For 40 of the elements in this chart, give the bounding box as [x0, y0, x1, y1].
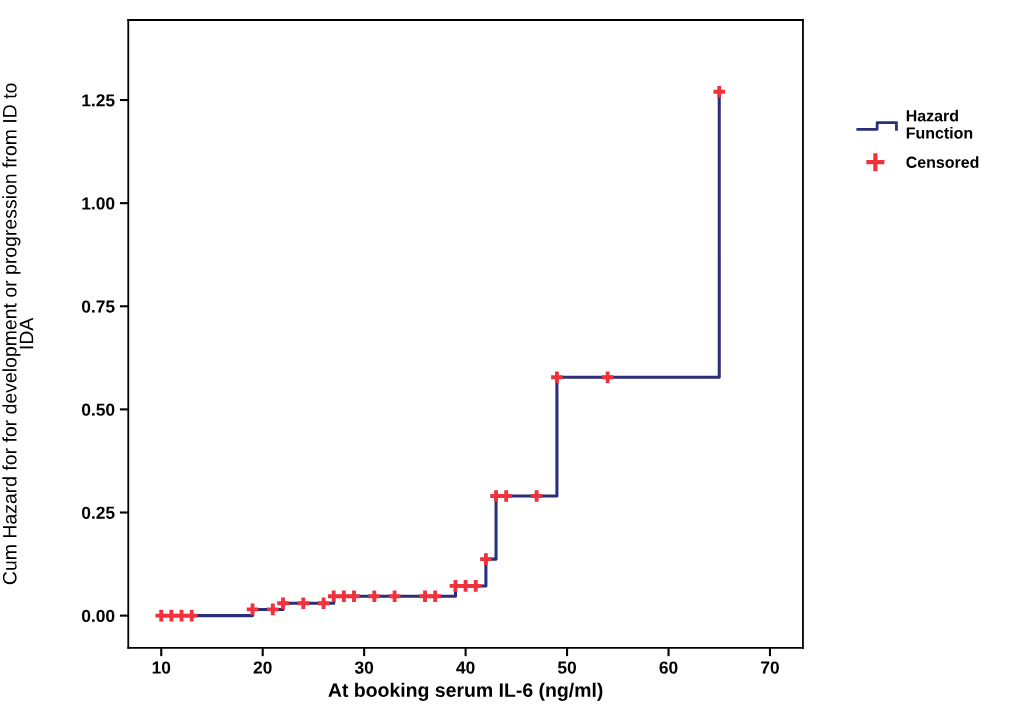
y-tick-label: 0.75 — [81, 300, 115, 313]
point — [500, 490, 512, 502]
point — [267, 603, 279, 616]
y-axis-title: Cum Hazard for for development or progression from ID to IDA — [2, 83, 34, 585]
point — [480, 553, 492, 565]
legend-label: Hazard Function — [906, 109, 973, 139]
point — [551, 371, 563, 384]
point — [165, 609, 178, 622]
point — [601, 371, 614, 384]
point — [185, 609, 198, 622]
y-tick-label: 1.25 — [82, 94, 115, 107]
y-tick-label: 1.00 — [82, 197, 115, 210]
x-tick-label: 70 — [761, 661, 779, 674]
point — [429, 590, 441, 603]
point — [317, 597, 330, 610]
point — [459, 580, 472, 592]
point — [490, 490, 502, 502]
point — [155, 609, 168, 622]
point — [368, 590, 381, 603]
x-tick-label: 50 — [557, 661, 577, 674]
x-tick-label: 10 — [152, 661, 171, 674]
x-tick-label: 20 — [253, 661, 272, 674]
y-tick-label: 0.25 — [81, 506, 115, 519]
x-tick-label: 60 — [659, 661, 678, 674]
point — [338, 590, 350, 603]
x-tick-label: 40 — [456, 661, 475, 674]
point — [713, 85, 726, 98]
point — [469, 580, 482, 592]
point — [348, 590, 360, 603]
point — [530, 490, 543, 502]
x-axis-title: At booking serum IL-6 (ng/ml) — [328, 682, 603, 701]
x-tick-label: 30 — [354, 661, 374, 674]
point — [419, 590, 431, 603]
y-tick-label: 0.50 — [81, 403, 115, 416]
point — [327, 590, 340, 603]
y-tick-label: 0.00 — [81, 609, 115, 623]
legend-label: Censored — [906, 156, 979, 168]
point — [388, 590, 401, 603]
point — [277, 597, 289, 610]
point — [297, 597, 310, 610]
